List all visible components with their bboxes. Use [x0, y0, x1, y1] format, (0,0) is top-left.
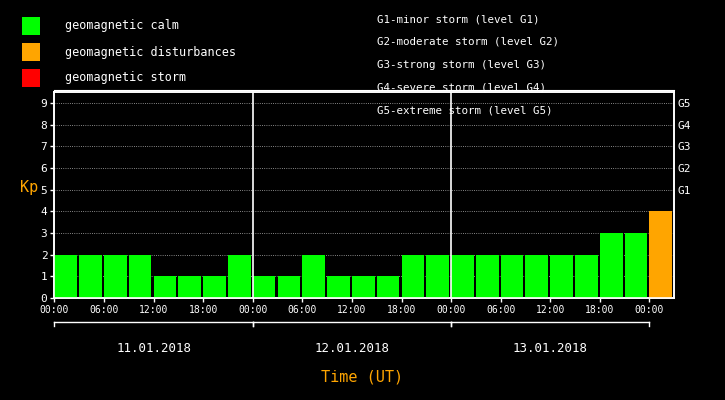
Text: 13.01.2018: 13.01.2018	[513, 342, 588, 354]
Text: G4-severe storm (level G4): G4-severe storm (level G4)	[377, 82, 546, 92]
Bar	[501, 255, 523, 298]
Bar	[253, 276, 276, 298]
Bar	[476, 255, 499, 298]
Text: geomagnetic disturbances: geomagnetic disturbances	[65, 46, 236, 58]
Text: G5-extreme storm (level G5): G5-extreme storm (level G5)	[377, 105, 552, 115]
Bar	[526, 255, 548, 298]
Bar	[104, 255, 127, 298]
Bar	[575, 255, 598, 298]
Bar	[650, 211, 672, 298]
Bar	[79, 255, 102, 298]
Bar	[377, 276, 399, 298]
Bar	[451, 255, 474, 298]
Bar	[228, 255, 251, 298]
Bar	[54, 255, 77, 298]
Bar	[203, 276, 226, 298]
Text: G1-minor storm (level G1): G1-minor storm (level G1)	[377, 14, 539, 24]
Text: 12.01.2018: 12.01.2018	[315, 342, 389, 354]
Text: G2-moderate storm (level G2): G2-moderate storm (level G2)	[377, 37, 559, 47]
Bar	[129, 255, 152, 298]
Bar	[154, 276, 176, 298]
Bar	[302, 255, 325, 298]
Bar	[600, 233, 623, 298]
Text: geomagnetic storm: geomagnetic storm	[65, 72, 186, 84]
Bar	[327, 276, 350, 298]
Bar	[352, 276, 375, 298]
Bar	[550, 255, 573, 298]
Bar	[426, 255, 449, 298]
Y-axis label: Kp: Kp	[20, 180, 38, 195]
Text: G3-strong storm (level G3): G3-strong storm (level G3)	[377, 60, 546, 70]
Bar	[402, 255, 424, 298]
Bar	[178, 276, 201, 298]
Bar	[625, 233, 647, 298]
Text: Time (UT): Time (UT)	[321, 369, 404, 384]
Bar	[278, 276, 300, 298]
Text: geomagnetic calm: geomagnetic calm	[65, 20, 179, 32]
Text: 11.01.2018: 11.01.2018	[116, 342, 191, 354]
